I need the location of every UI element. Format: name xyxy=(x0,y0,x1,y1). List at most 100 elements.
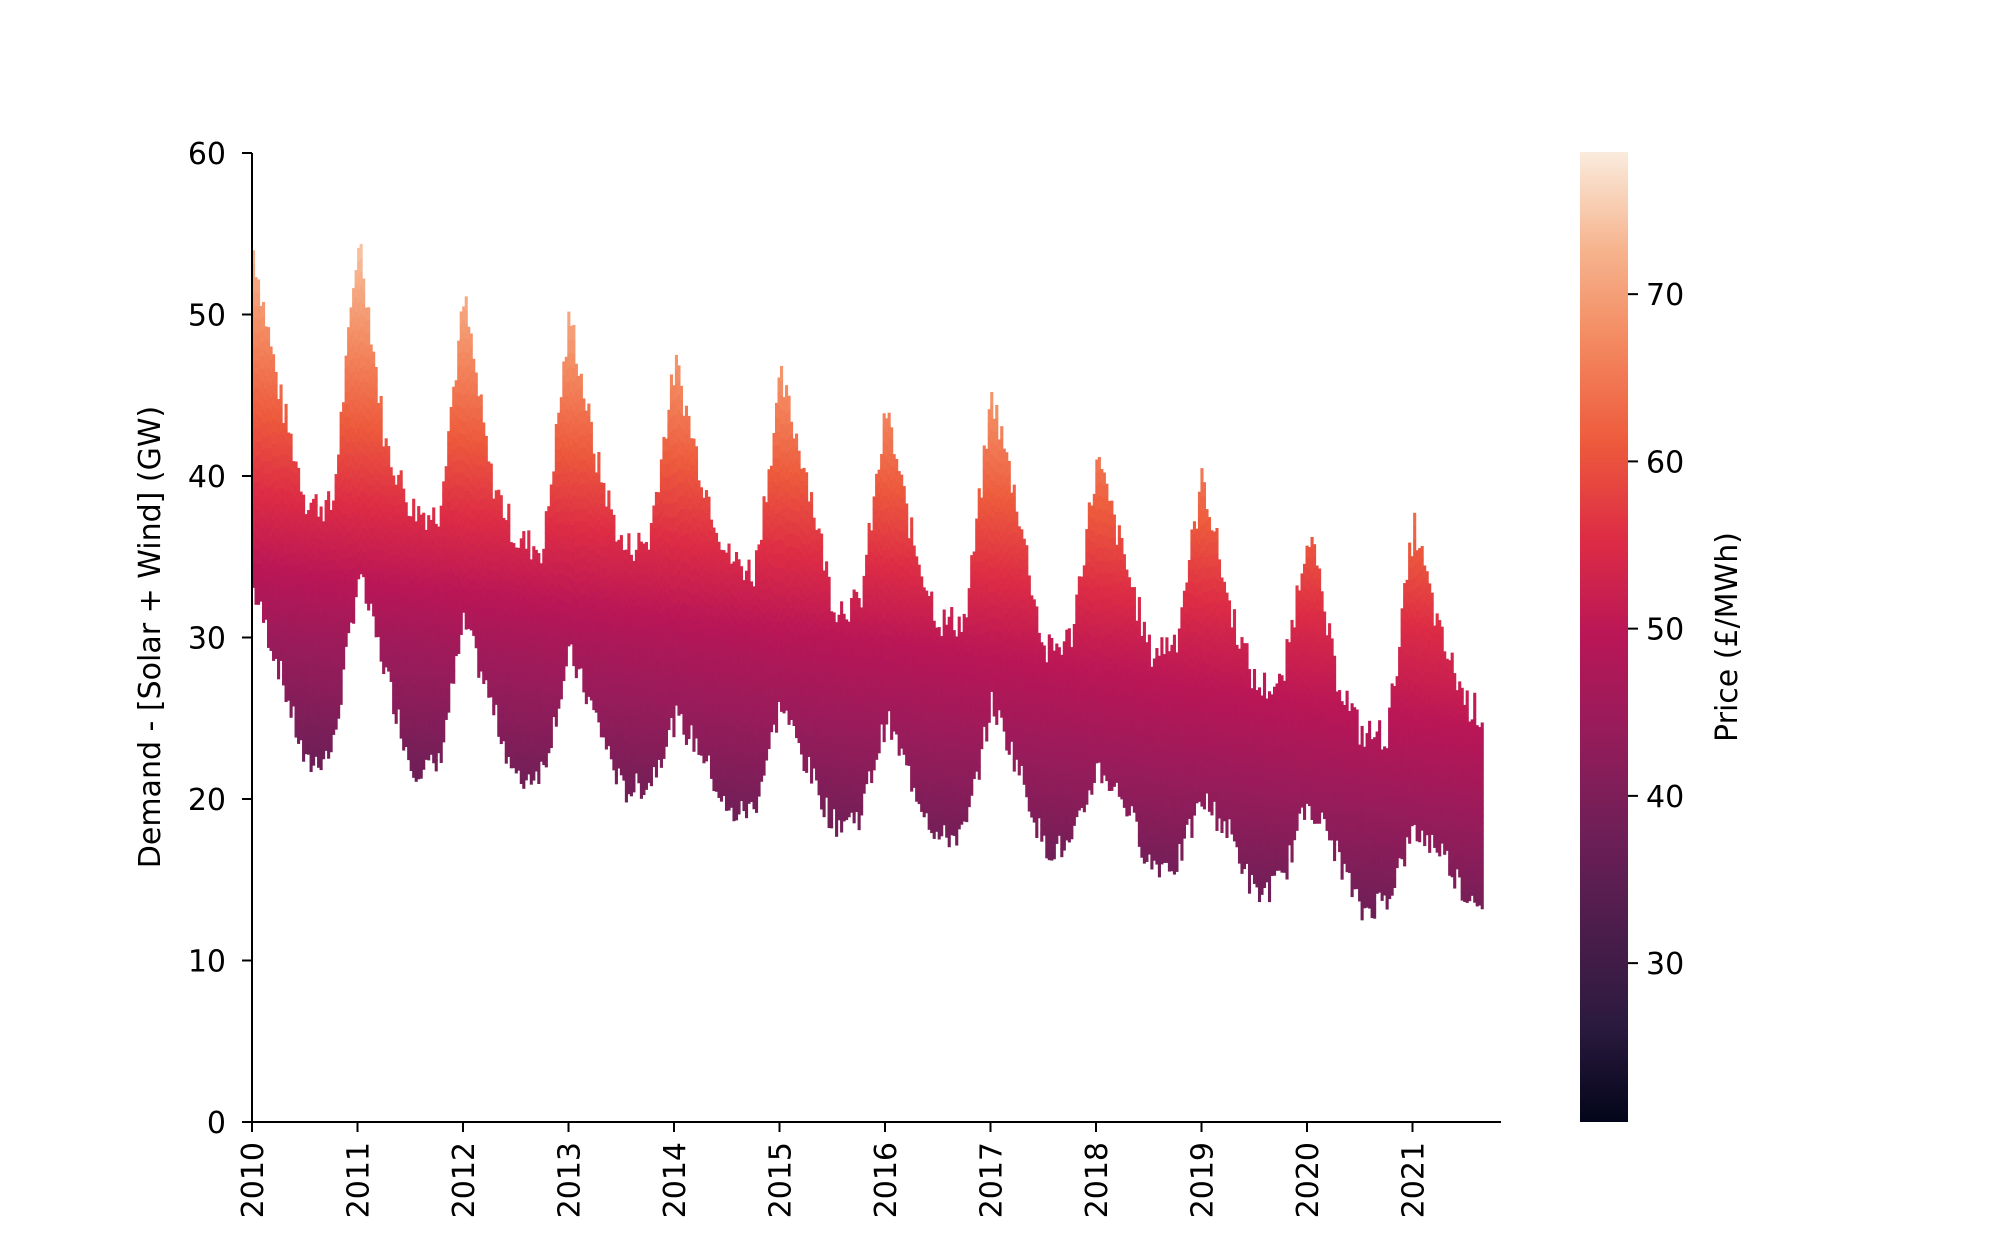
band-cell xyxy=(567,450,571,466)
band-cell xyxy=(624,728,628,740)
band-cell xyxy=(477,642,481,655)
band-cell xyxy=(424,568,428,579)
band-cell xyxy=(282,423,286,435)
band-cell xyxy=(342,580,346,592)
band-cell xyxy=(629,675,633,686)
band-cell xyxy=(524,673,528,685)
band-cell xyxy=(587,427,591,441)
band-cell xyxy=(559,673,563,687)
band-cell xyxy=(317,715,321,727)
band-cell xyxy=(507,640,511,652)
band-cell xyxy=(299,605,303,617)
band-cell xyxy=(594,502,598,513)
band-strip xyxy=(414,521,418,782)
band-cell xyxy=(652,549,656,561)
band-strip xyxy=(364,307,368,604)
band-cell xyxy=(342,468,346,481)
band-cell xyxy=(604,678,608,689)
band-cell xyxy=(377,587,381,599)
band-cell xyxy=(252,292,256,308)
band-cell xyxy=(534,623,538,634)
band-cell xyxy=(417,665,421,678)
band-cell xyxy=(354,487,358,502)
band-cell xyxy=(309,525,313,537)
band-cell xyxy=(477,396,481,409)
band-cell xyxy=(619,764,623,776)
band-cell xyxy=(412,626,416,639)
band-cell xyxy=(554,675,558,689)
band-cell xyxy=(499,526,503,538)
band-cell xyxy=(274,646,278,659)
band-cell xyxy=(447,536,451,549)
band-cell xyxy=(532,633,536,645)
band-cell xyxy=(659,703,663,717)
band-cell xyxy=(587,586,591,600)
band-cell xyxy=(479,417,483,430)
band-cell xyxy=(447,688,451,701)
band-cell xyxy=(492,525,496,536)
band-cell xyxy=(299,646,303,658)
band-strip xyxy=(417,506,421,780)
band-cell xyxy=(664,489,668,504)
band-cell xyxy=(514,603,518,614)
band-cell xyxy=(542,656,546,667)
band-cell xyxy=(419,547,423,560)
band-cell xyxy=(612,525,616,537)
band-cell xyxy=(634,763,638,774)
band-cell xyxy=(352,302,356,317)
band-cell xyxy=(332,578,336,589)
band-cell xyxy=(362,539,366,553)
band-cell xyxy=(652,679,656,691)
band-cell xyxy=(604,668,608,679)
band-cell xyxy=(289,587,293,600)
band-strip xyxy=(539,563,543,762)
band-cell xyxy=(397,650,401,661)
band-cell xyxy=(314,712,318,725)
band-cell xyxy=(504,631,508,643)
band-cell xyxy=(574,376,578,391)
band-cell xyxy=(554,436,558,450)
band-cell xyxy=(599,641,603,653)
band-cell xyxy=(277,434,281,447)
band-cell xyxy=(519,630,523,642)
band-cell xyxy=(262,528,266,543)
band-cell xyxy=(514,547,518,558)
band-cell xyxy=(644,634,648,646)
band-cell xyxy=(564,369,568,384)
band-cell xyxy=(574,402,578,417)
band-cell xyxy=(467,477,471,491)
band-cell xyxy=(622,665,626,676)
band-cell xyxy=(264,423,268,437)
band-cell xyxy=(387,492,391,503)
band-cell xyxy=(572,566,576,581)
band-cell xyxy=(379,451,383,463)
band-cell xyxy=(259,465,263,479)
band-strip xyxy=(354,270,358,598)
band-cell xyxy=(617,625,621,636)
band-cell xyxy=(382,616,386,627)
band-cell xyxy=(324,541,328,553)
band-cell xyxy=(409,643,413,655)
band-cell xyxy=(477,431,481,444)
band-cell xyxy=(674,427,679,444)
band-cell xyxy=(504,560,508,572)
band-cell xyxy=(537,649,541,660)
band-cell xyxy=(367,572,371,586)
band-cell xyxy=(452,522,456,536)
band-cell xyxy=(407,678,411,690)
band-cell xyxy=(602,535,606,548)
band-cell xyxy=(682,588,686,603)
band-cell xyxy=(469,605,473,619)
band-strip xyxy=(452,386,456,684)
band-cell xyxy=(612,663,616,675)
band-cell xyxy=(622,607,626,618)
band-cell xyxy=(364,356,368,370)
band-cell xyxy=(277,480,281,493)
band-cell xyxy=(599,598,603,611)
band-cell xyxy=(452,559,456,573)
band-cell xyxy=(357,468,361,483)
band-cell xyxy=(567,423,571,438)
band-cell xyxy=(524,750,528,762)
band-cell xyxy=(287,577,291,590)
band-cell xyxy=(412,521,416,535)
